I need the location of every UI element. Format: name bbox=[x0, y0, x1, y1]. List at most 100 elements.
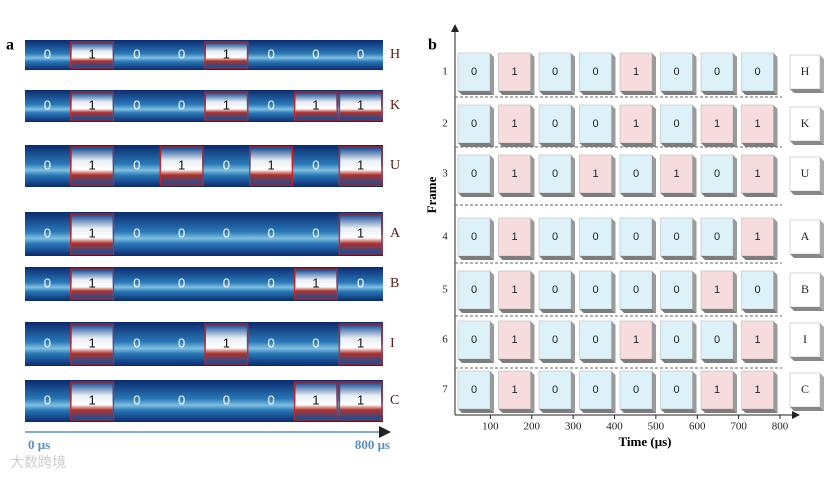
cell-bit: 0 bbox=[754, 284, 760, 296]
bevel bbox=[530, 371, 535, 413]
cell-bit: 0 bbox=[673, 66, 679, 78]
bevel bbox=[490, 218, 494, 260]
bit-label: 0 bbox=[268, 97, 275, 112]
bevel bbox=[773, 271, 778, 313]
bevel bbox=[701, 193, 737, 197]
bit-cell bbox=[741, 320, 774, 360]
frame-label: 2 bbox=[442, 118, 448, 130]
cell-bit: 0 bbox=[471, 66, 477, 78]
bit-label: 1 bbox=[312, 97, 319, 112]
signal-burst bbox=[71, 93, 113, 119]
bit-label: 0 bbox=[178, 275, 185, 290]
bevel bbox=[733, 53, 737, 95]
bevel bbox=[498, 91, 535, 95]
bit-cell bbox=[619, 217, 653, 257]
signal-burst bbox=[250, 148, 292, 184]
bit-label: 1 bbox=[89, 335, 96, 350]
cell-bit: 1 bbox=[511, 231, 517, 243]
bevel bbox=[579, 309, 616, 313]
row-letter: H bbox=[390, 47, 400, 62]
bevel bbox=[660, 409, 697, 413]
bit-box bbox=[70, 381, 115, 421]
cell-bit: 0 bbox=[633, 384, 639, 396]
cell-bit: 0 bbox=[552, 231, 558, 243]
bevel bbox=[498, 309, 535, 313]
bit-box bbox=[249, 146, 294, 186]
cell-bit: 0 bbox=[592, 231, 598, 243]
signal-burst bbox=[206, 93, 247, 119]
bit-box bbox=[70, 323, 115, 365]
panel-label: b bbox=[428, 37, 437, 54]
bevel bbox=[490, 271, 494, 313]
cell-bit: 0 bbox=[673, 231, 679, 243]
row-letter: K bbox=[801, 116, 810, 130]
bit-cell bbox=[579, 154, 612, 194]
bit-label: 0 bbox=[178, 225, 185, 240]
bevel bbox=[701, 409, 737, 413]
bevel bbox=[733, 321, 737, 363]
bevel bbox=[790, 254, 824, 258]
bit-label: 0 bbox=[178, 392, 185, 407]
bit-label: 0 bbox=[44, 46, 51, 61]
bevel bbox=[773, 218, 778, 260]
bevel bbox=[571, 105, 575, 147]
row-letter: U bbox=[801, 166, 810, 180]
bit-label: 0 bbox=[312, 335, 319, 350]
cell-bit: 1 bbox=[633, 118, 639, 130]
cell-bit: 0 bbox=[592, 284, 598, 296]
signal-burst bbox=[340, 383, 381, 419]
cell-bit: 1 bbox=[754, 118, 760, 130]
signal-burst bbox=[71, 215, 113, 253]
cell-bit: 0 bbox=[471, 168, 477, 180]
bevel bbox=[773, 321, 778, 363]
cell-bit: 0 bbox=[552, 384, 558, 396]
cell-bit: 0 bbox=[633, 168, 639, 180]
bevel bbox=[490, 105, 494, 147]
bevel bbox=[773, 155, 778, 197]
bevel bbox=[620, 256, 656, 260]
bevel bbox=[530, 321, 535, 363]
bit-label: 0 bbox=[268, 46, 275, 61]
row-letter: K bbox=[390, 98, 400, 113]
cell-bit: 0 bbox=[754, 66, 760, 78]
signal-burst bbox=[206, 325, 247, 363]
bit-cell bbox=[457, 154, 491, 194]
bit-label: 1 bbox=[312, 275, 319, 290]
cell-bit: 0 bbox=[714, 231, 720, 243]
row-letter: U bbox=[390, 158, 400, 173]
bevel bbox=[820, 107, 824, 145]
bevel bbox=[530, 271, 535, 313]
bit-label: 0 bbox=[268, 275, 275, 290]
bit-box bbox=[293, 268, 338, 300]
bit-box bbox=[204, 91, 249, 121]
bevel bbox=[701, 91, 737, 95]
bevel bbox=[652, 53, 656, 95]
bevel bbox=[539, 256, 575, 260]
bit-label: 0 bbox=[44, 157, 51, 172]
signal-burst bbox=[161, 148, 202, 184]
bevel bbox=[530, 53, 535, 95]
cell-bit: 0 bbox=[714, 66, 720, 78]
cell-bit: 1 bbox=[754, 334, 760, 346]
bit-label: 0 bbox=[268, 335, 275, 350]
bit-label: 0 bbox=[357, 46, 364, 61]
bit-cell bbox=[538, 154, 572, 194]
bit-cell bbox=[498, 320, 531, 360]
bit-label: 0 bbox=[312, 46, 319, 61]
bit-label: 0 bbox=[223, 157, 230, 172]
bevel bbox=[571, 218, 575, 260]
bit-cell bbox=[619, 370, 653, 410]
cell-bit: 0 bbox=[552, 118, 558, 130]
bevel bbox=[620, 359, 656, 363]
bevel bbox=[611, 371, 616, 413]
bevel bbox=[611, 271, 616, 313]
bit-label: 1 bbox=[89, 157, 96, 172]
row-letter: H bbox=[801, 64, 810, 78]
bit-cell bbox=[660, 320, 693, 360]
bit-label: 0 bbox=[357, 275, 364, 290]
y-axis-label: Frame bbox=[424, 176, 439, 213]
bevel bbox=[539, 143, 575, 147]
letter-box bbox=[789, 156, 821, 192]
cell-bit: 1 bbox=[511, 284, 517, 296]
x-tick-label: 200 bbox=[524, 421, 541, 433]
